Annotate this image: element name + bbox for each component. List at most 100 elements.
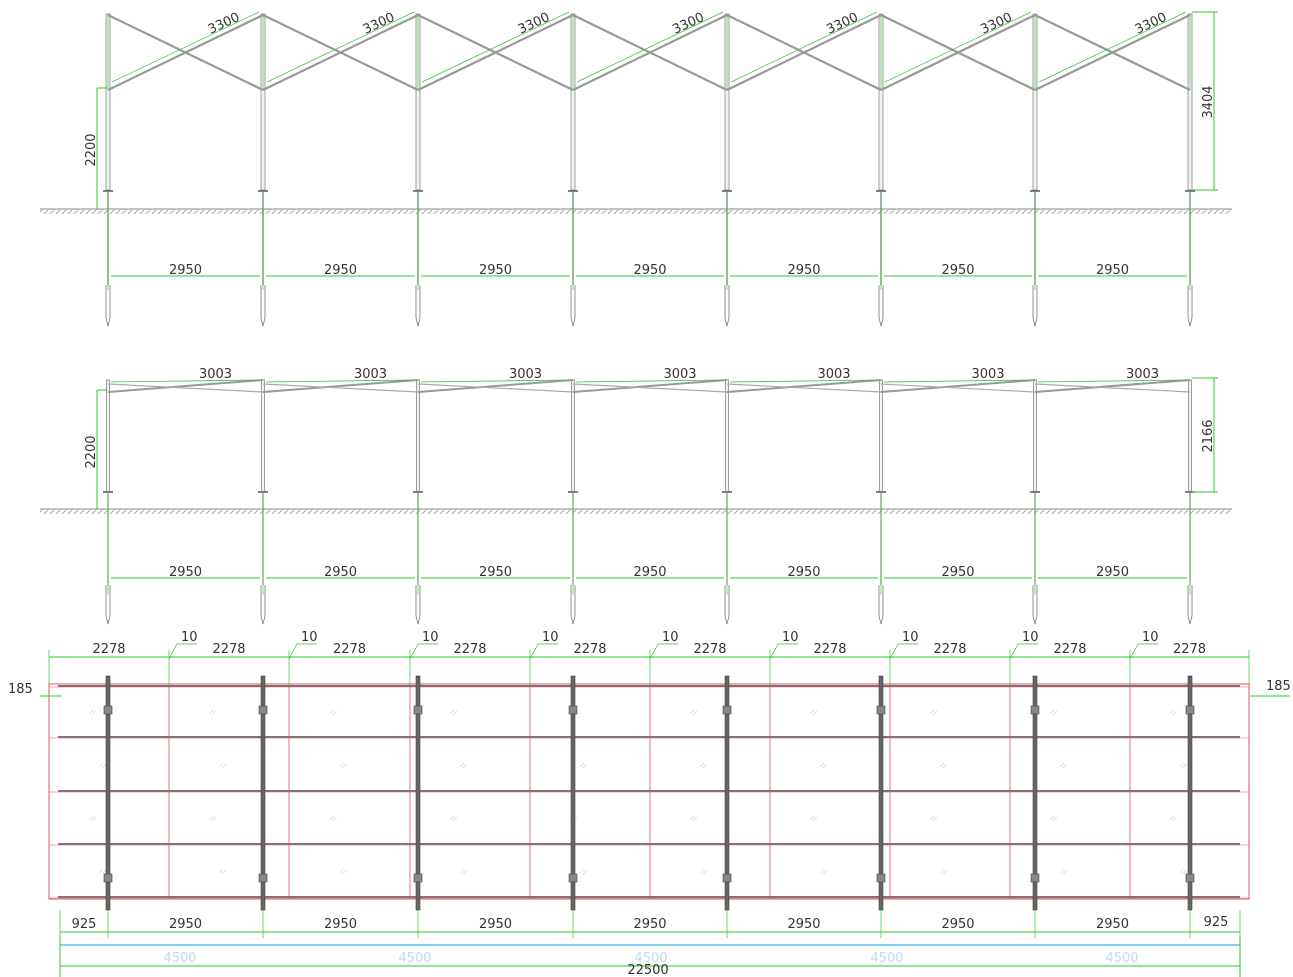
glass-hatch-mark xyxy=(460,763,467,768)
side-post-height-label: 2200 xyxy=(84,435,99,468)
post-spacing-label: 2950 xyxy=(1096,263,1129,278)
post-spacing-label: 2950 xyxy=(324,263,357,278)
rafter-bay: 3300 xyxy=(263,10,418,90)
glass-hatch-mark xyxy=(1050,710,1057,715)
total-length-label: 22500 xyxy=(627,963,668,977)
panel-width-label: 2278 xyxy=(92,642,125,657)
ground-screw-helix xyxy=(879,285,883,326)
rafter-bay: 3003 xyxy=(418,367,573,392)
right-edge-offset-dim: 185 xyxy=(1250,679,1291,696)
rafter-length-label: 3003 xyxy=(199,367,232,382)
front-total-height-dim: 3404 xyxy=(1192,12,1218,190)
glass-hatch-mark xyxy=(700,763,707,768)
ground-screw-helix xyxy=(1033,285,1037,326)
module-length-label: 4500 xyxy=(398,951,431,966)
rafter-bay: 3300 xyxy=(573,10,727,90)
gap-label: 10 xyxy=(1142,630,1159,645)
gap-label: 10 xyxy=(542,630,559,645)
panel-width-label: 2278 xyxy=(693,642,726,657)
glass-hatch-mark xyxy=(580,869,587,874)
front-post-height-label: 2200 xyxy=(84,133,99,166)
post-spacing-dim: 2950 xyxy=(266,565,415,580)
glass-hatch-mark xyxy=(700,869,707,874)
post-shaft xyxy=(880,380,883,492)
rafter-bay: 3003 xyxy=(263,367,418,392)
glass-hatch-mark xyxy=(690,710,697,715)
post-spacing-label: 2950 xyxy=(941,263,974,278)
glass-hatch-mark xyxy=(930,710,937,715)
total-length-dim: 4500 4500 4500 4500 4500 22500 xyxy=(60,935,1240,977)
post xyxy=(103,14,113,326)
plan-beam xyxy=(723,676,731,910)
rafter-bay: 3003 xyxy=(108,367,263,392)
plan-beam xyxy=(1186,676,1194,910)
ground-hatch xyxy=(40,509,1232,514)
post-shaft xyxy=(262,380,265,492)
rafter-length-label: 3003 xyxy=(817,367,850,382)
glass-hatch-mark xyxy=(89,816,96,821)
rafter-bay: 3003 xyxy=(727,367,881,392)
glass-hatch-mark xyxy=(460,869,467,874)
post-spacing-label: 2950 xyxy=(169,263,202,278)
gap-label: 10 xyxy=(301,630,318,645)
clamp xyxy=(1186,874,1194,882)
post-shaft xyxy=(572,380,575,492)
glass-hatch-mark xyxy=(810,816,817,821)
rafter-length-label: 3003 xyxy=(354,367,387,382)
gap-label: 10 xyxy=(782,630,799,645)
plan-beam xyxy=(259,676,267,910)
glass-hatch-mark xyxy=(450,710,457,715)
glass-hatch-mark xyxy=(930,816,937,821)
side-elevation: 3003 3003 3003 3003 3003 3003 3003 2950 2950 295… xyxy=(40,367,1232,624)
post-spacing-dim: 2950 xyxy=(111,565,260,580)
rafter-bay: 3300 xyxy=(1035,10,1190,90)
ground-screw-helix xyxy=(571,285,575,326)
glass-hatch-mark xyxy=(340,763,347,768)
panel-width-label: 2278 xyxy=(1173,642,1206,657)
glass-hatch-mark xyxy=(99,869,106,874)
glass-hatch-mark xyxy=(820,869,827,874)
side-total-height-dim: 2166 xyxy=(1192,378,1218,492)
rafter-length-label: 3003 xyxy=(509,367,542,382)
plan-beam xyxy=(1031,676,1039,910)
gap-label: 10 xyxy=(181,630,198,645)
rafter-bay: 3300 xyxy=(727,10,881,90)
post xyxy=(568,14,578,326)
panel-width-label: 2278 xyxy=(212,642,245,657)
glass-hatch-mark xyxy=(450,816,457,821)
post-shaft xyxy=(726,380,729,492)
ground-screw-helix xyxy=(1188,285,1192,326)
post xyxy=(413,380,423,624)
rafter-bay: 3300 xyxy=(418,10,573,90)
clamp xyxy=(414,706,422,714)
rafter-length-label: 3003 xyxy=(663,367,696,382)
glass-hatch-mark xyxy=(810,710,817,715)
module-length-label: 4500 xyxy=(870,951,903,966)
right-edge-offset-label: 185 xyxy=(1266,679,1291,694)
ground-screw-helix xyxy=(725,285,729,326)
post-spacing-label: 2950 xyxy=(324,917,357,932)
panel-width-label: 2278 xyxy=(933,642,966,657)
ground-screw-helix xyxy=(416,285,420,326)
glass-hatch-mark xyxy=(1170,710,1177,715)
glass-hatch-mark xyxy=(99,763,106,768)
clamp xyxy=(259,874,267,882)
rafter-bay: 3003 xyxy=(881,367,1035,392)
clamp xyxy=(723,874,731,882)
rafter-length-label: 3003 xyxy=(971,367,1004,382)
front-elevation: 3300 3300 3300 3300 3300 3300 3300 2950 2950 295… xyxy=(40,10,1232,326)
post-spacing-label: 2950 xyxy=(941,917,974,932)
panel-width-label: 2278 xyxy=(453,642,486,657)
rafter-length-label: 3003 xyxy=(1126,367,1159,382)
glass-hatch-mark xyxy=(1060,763,1067,768)
module-length-label: 4500 xyxy=(1105,951,1138,966)
plan-view: 2278 2278 2278 2278 2278 2278 2278 2278 2278 2278… xyxy=(8,630,1291,977)
clamp xyxy=(723,706,731,714)
post-spacing-label: 2950 xyxy=(633,263,666,278)
side-post-height-dim: 2200 xyxy=(84,390,107,509)
glass-hatch-mark xyxy=(690,816,697,821)
post xyxy=(1030,380,1040,624)
clamp xyxy=(569,874,577,882)
post-spacing-label: 2950 xyxy=(787,565,820,580)
